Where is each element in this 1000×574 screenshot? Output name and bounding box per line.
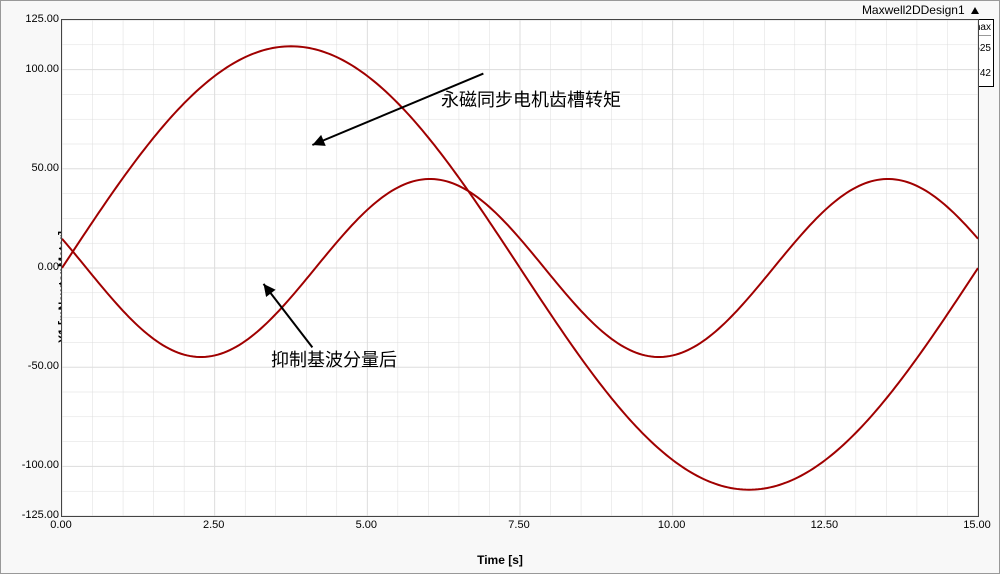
design-title: Maxwell2DDesign1 [862, 3, 979, 17]
x-tick-label: 2.50 [203, 519, 224, 531]
x-tick-label: 15.00 [963, 519, 991, 531]
y-tick-label: -100.00 [9, 459, 59, 471]
y-tick-label: 100.00 [9, 63, 59, 75]
x-axis-label: Time [s] [477, 553, 523, 567]
y-tick-label: 0.00 [9, 261, 59, 273]
y-tick-label: 125.00 [9, 13, 59, 25]
x-tick-label: 5.00 [356, 519, 377, 531]
x-tick-label: 0.00 [50, 519, 71, 531]
y-tick-label: -50.00 [9, 360, 59, 372]
x-tick-label: 12.50 [811, 519, 839, 531]
y-tick-label: 50.00 [9, 162, 59, 174]
x-tick-label: 7.50 [508, 519, 529, 531]
x-tick-label: 10.00 [658, 519, 686, 531]
annotation-cogging-torque: 永磁同步电机齿槽转矩 [441, 86, 621, 112]
annotation-suppressed: 抑制基波分量后 [271, 346, 397, 372]
design-title-text: Maxwell2DDesign1 [862, 3, 965, 17]
triangle-icon [971, 7, 979, 14]
chart-container: Maxwell2DDesign1 Curve Info max Moving1.… [0, 0, 1000, 574]
annotation2-text: 抑制基波分量后 [271, 350, 397, 370]
annotation1-text: 永磁同步电机齿槽转矩 [441, 90, 621, 110]
